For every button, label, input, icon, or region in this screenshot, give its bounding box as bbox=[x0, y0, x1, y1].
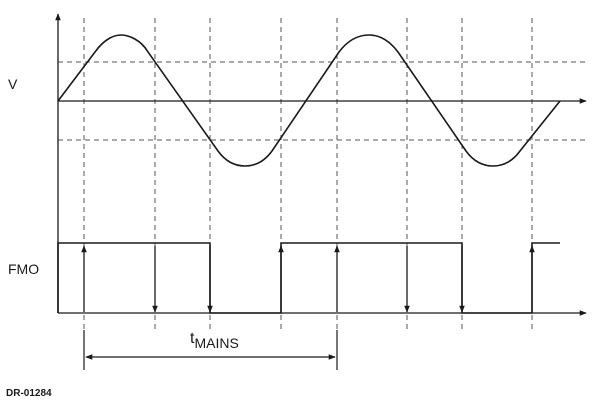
threshold-lines bbox=[58, 61, 586, 141]
period-label-main: t bbox=[190, 330, 195, 347]
voltage-waveform bbox=[57, 34, 561, 167]
period-label: tMAINS bbox=[190, 330, 239, 351]
figure-reference-id: DR-01284 bbox=[6, 388, 52, 399]
period-dimension bbox=[83, 330, 338, 370]
fmo-edge-arrows bbox=[81, 245, 535, 313]
period-label-subscript: MAINS bbox=[194, 335, 238, 351]
fmo-waveform bbox=[57, 242, 560, 314]
voltage-label: V bbox=[8, 76, 18, 92]
fmo-label: FMO bbox=[8, 261, 39, 277]
time-gridlines bbox=[83, 18, 533, 330]
